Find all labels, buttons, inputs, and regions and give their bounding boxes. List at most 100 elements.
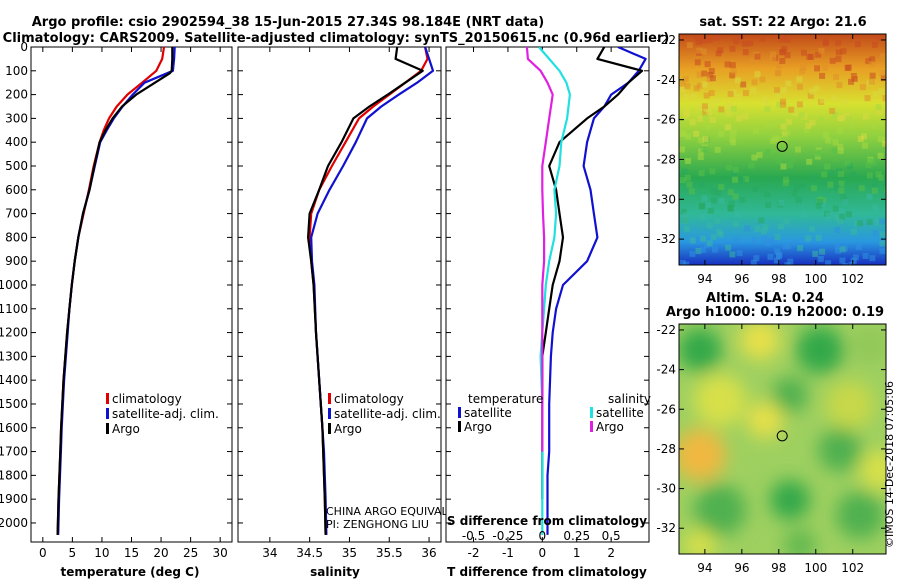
sst-pixel: [708, 102, 714, 109]
sst-pixel: [837, 171, 844, 177]
sla-map-frame: [678, 323, 887, 555]
sst-pixel: [773, 257, 780, 264]
sst-pixel: [683, 261, 690, 265]
sst-pixel: [834, 214, 841, 221]
sst-pixel: [699, 203, 706, 209]
legend-entry-climatology: climatology: [334, 392, 404, 406]
sst-pixel: [792, 239, 799, 246]
legend-entry-satellite: satellite-adj. clim.: [334, 407, 441, 421]
sst-pixel: [783, 218, 790, 225]
sst-pixel: [829, 57, 836, 64]
sst-pixel: [774, 153, 781, 160]
legend-entry-argo: Argo: [334, 422, 362, 436]
xtick-label: 36: [421, 546, 436, 560]
sst-pixel: [715, 189, 722, 196]
title-line-1: Argo profile: csio 2902594_38 15-Jun-201…: [32, 15, 544, 30]
map-ytick-label: -30: [656, 482, 676, 496]
sst-pixel: [696, 71, 703, 78]
sst-pixel: [708, 121, 715, 128]
sst-pixel: [844, 160, 851, 167]
sst-pixel: [778, 119, 785, 126]
sst-pixel: [730, 68, 737, 75]
sst-pixel: [856, 244, 862, 250]
ytick-label: 1600: [0, 421, 28, 435]
sst-pixel: [767, 237, 774, 244]
sst-pixel: [805, 235, 812, 242]
sst-pixel: [872, 91, 879, 97]
difference-x2label: S difference from climatology: [447, 514, 647, 528]
sla-map-title-2: Argo h1000: 0.19 h2000: 0.19: [666, 305, 884, 320]
sst-pixel: [700, 246, 707, 253]
sla-blob: [852, 327, 886, 363]
xtick-label: 35.5: [376, 546, 403, 560]
sla-blob: [679, 328, 722, 372]
sst-pixel: [725, 124, 732, 131]
legend-swatch: [328, 408, 331, 419]
sst-pixel: [774, 87, 780, 94]
sst-pixel: [785, 243, 792, 249]
sst-pixel: [695, 38, 702, 45]
temperature-panel: 0100200300400500600700800900100011001200…: [0, 40, 233, 579]
sst-pixel: [744, 225, 751, 232]
sst-pixel: [705, 109, 712, 116]
sst-pixel: [780, 101, 787, 108]
sst-pixel: [764, 191, 771, 198]
sst-pixel: [729, 130, 736, 137]
sst-pixel: [799, 68, 806, 75]
sst-pixel: [735, 93, 742, 100]
sst-pixel: [770, 51, 777, 58]
sst-pixel: [679, 130, 686, 137]
sst-pixel: [725, 164, 732, 171]
sst-pixel: [767, 253, 774, 260]
sst-pixel: [776, 101, 783, 108]
xtick-label: 34: [262, 546, 277, 560]
sst-pixel: [702, 109, 709, 116]
sst-pixel: [862, 142, 868, 149]
sst-pixel: [799, 112, 805, 119]
series-line-argo: [56, 47, 174, 535]
sst-pixel: [739, 196, 746, 203]
sst-pixel: [822, 64, 829, 71]
sst-pixel: [806, 53, 813, 60]
sst-pixel: [731, 170, 738, 177]
sst-pixel: [858, 185, 865, 192]
sst-pixel: [704, 61, 711, 68]
sst-pixel: [822, 40, 829, 47]
ytick-label: 600: [5, 183, 28, 197]
map-ytick-label: -26: [656, 113, 676, 127]
sst-pixel: [696, 82, 703, 89]
sst-pixel: [713, 97, 720, 104]
sst-pixel: [682, 217, 689, 224]
ytick-label: 200: [5, 88, 28, 102]
sst-pixel: [742, 49, 749, 56]
ytick-label: 1100: [0, 302, 28, 316]
sst-pixel: [740, 81, 747, 88]
sst-pixel: [787, 258, 794, 265]
sst-pixel: [824, 163, 831, 170]
legend-swatch: [328, 393, 331, 404]
xtick-label: 0: [39, 546, 47, 560]
sst-pixel: [788, 106, 795, 113]
sla-blob: [818, 428, 862, 472]
sst-pixel: [704, 124, 711, 131]
sst-pixel: [717, 231, 724, 238]
legend-entry-s-satellite: satellite: [596, 406, 644, 420]
sst-pixel: [879, 218, 885, 225]
sst-pixel: [883, 180, 886, 187]
map-xtick-label: 102: [841, 272, 864, 286]
sst-pixel: [701, 70, 708, 77]
sst-pixel: [749, 58, 756, 65]
sst-pixel: [717, 47, 724, 54]
sst-pixel: [865, 162, 872, 168]
sst-pixel: [706, 36, 713, 43]
x2tick-label: -0.5: [462, 529, 485, 543]
xtick-label: 10: [94, 546, 109, 560]
sst-pixel: [839, 213, 846, 220]
sst-pixel: [871, 181, 878, 188]
sst-pixel: [801, 211, 807, 217]
ytick-label: 800: [5, 230, 28, 244]
sst-pixel: [835, 49, 842, 56]
sla-blob: [694, 374, 746, 426]
sla-blob: [694, 484, 746, 536]
sst-pixel: [815, 202, 822, 209]
